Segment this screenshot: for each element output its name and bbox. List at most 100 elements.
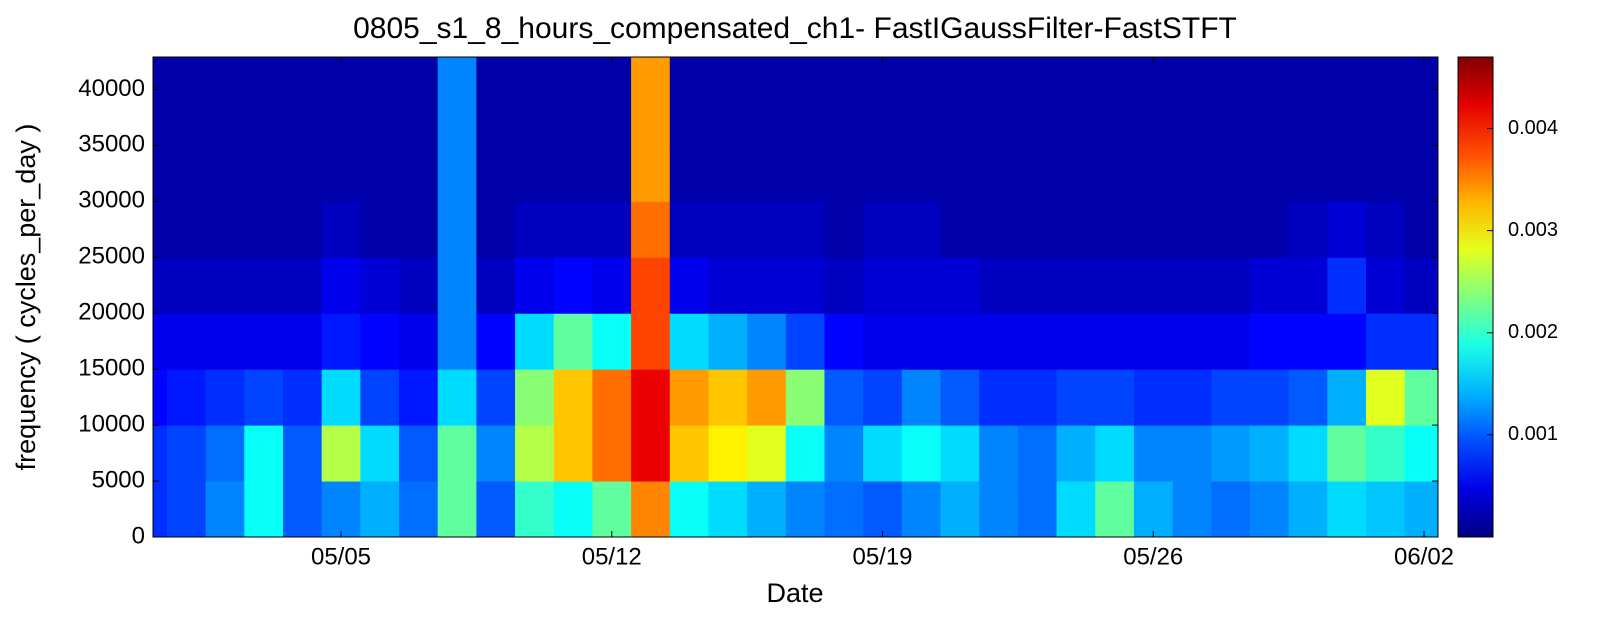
heatmap-cell bbox=[553, 425, 593, 482]
heatmap-cell bbox=[592, 201, 632, 258]
heatmap-cell bbox=[1017, 257, 1058, 314]
heatmap-cell bbox=[1211, 57, 1251, 90]
heatmap-cell bbox=[1172, 313, 1212, 370]
heatmap-cell bbox=[940, 57, 980, 90]
heatmap-cell bbox=[785, 257, 825, 314]
heatmap-cell bbox=[1017, 89, 1058, 146]
heatmap-cell bbox=[1249, 257, 1290, 314]
heatmap-cell bbox=[669, 57, 709, 90]
heatmap-cell bbox=[669, 201, 709, 258]
heatmap-cell bbox=[592, 257, 632, 314]
heatmap-cell bbox=[153, 89, 168, 146]
heatmap-cell bbox=[166, 369, 207, 426]
heatmap-cell bbox=[631, 481, 671, 537]
heatmap-cell bbox=[553, 257, 593, 314]
heatmap-cell bbox=[863, 369, 903, 426]
heatmap-cell bbox=[1017, 57, 1058, 90]
heatmap-cell bbox=[321, 145, 361, 202]
heatmap-cell bbox=[1133, 313, 1174, 370]
heatmap-cell bbox=[979, 481, 1019, 537]
heatmap-cell bbox=[166, 89, 207, 146]
heatmap-cell bbox=[979, 57, 1019, 90]
heatmap-cell bbox=[863, 313, 903, 370]
heatmap-cell bbox=[747, 481, 787, 537]
heatmap-cell bbox=[282, 313, 323, 370]
heatmap-cell bbox=[631, 201, 671, 258]
heatmap-cell bbox=[244, 57, 284, 90]
heatmap-cell bbox=[244, 481, 284, 537]
heatmap-cell bbox=[901, 481, 942, 537]
heatmap-cell bbox=[166, 481, 207, 537]
colorbar-tick-label: 0.004 bbox=[1508, 117, 1558, 139]
heatmap-cell bbox=[940, 369, 980, 426]
heatmap-cell bbox=[940, 425, 980, 482]
heatmap-cell bbox=[1365, 145, 1406, 202]
heatmap-cell bbox=[553, 201, 593, 258]
heatmap-cell bbox=[863, 425, 903, 482]
heatmap-cell bbox=[785, 369, 825, 426]
heatmap-cell bbox=[979, 257, 1019, 314]
heatmap-cell bbox=[824, 201, 864, 258]
heatmap-cell bbox=[669, 145, 709, 202]
heatmap-cell bbox=[166, 425, 207, 482]
heatmap-cell bbox=[1211, 369, 1251, 426]
heatmap-cell bbox=[360, 369, 400, 426]
heatmap-cell bbox=[282, 425, 323, 482]
heatmap-cell bbox=[824, 481, 864, 537]
heatmap-cell bbox=[205, 201, 245, 258]
heatmap-cell bbox=[1017, 481, 1058, 537]
heatmap-cell bbox=[321, 369, 361, 426]
heatmap-cell bbox=[1365, 369, 1406, 426]
heatmap-cell bbox=[437, 481, 477, 537]
heatmap-cell bbox=[1404, 201, 1438, 258]
heatmap-cell bbox=[205, 257, 245, 314]
heatmap-cell bbox=[515, 145, 555, 202]
heatmap-cell bbox=[476, 481, 516, 537]
heatmap-cell bbox=[1249, 201, 1290, 258]
heatmap-cell bbox=[979, 425, 1019, 482]
heatmap-cell bbox=[515, 313, 555, 370]
heatmap-cell bbox=[669, 369, 709, 426]
heatmap-cell bbox=[747, 201, 787, 258]
heatmap-cell bbox=[592, 481, 632, 537]
heatmap-cell bbox=[1133, 145, 1174, 202]
heatmap-cell bbox=[708, 313, 748, 370]
heatmap-cell bbox=[360, 313, 400, 370]
heatmap-cell bbox=[437, 145, 477, 202]
heatmap-cell bbox=[1288, 89, 1328, 146]
heatmap-cell bbox=[476, 89, 516, 146]
heatmap-cell bbox=[205, 425, 245, 482]
heatmap-cell bbox=[824, 369, 864, 426]
heatmap-cell bbox=[1133, 257, 1174, 314]
heatmap-cell bbox=[1017, 145, 1058, 202]
heatmap-cell bbox=[553, 481, 593, 537]
heatmap-cell bbox=[166, 313, 207, 370]
y-tick-label: 0 bbox=[132, 522, 145, 549]
heatmap-cell bbox=[437, 201, 477, 258]
heatmap-cell bbox=[1365, 313, 1406, 370]
heatmap-cell bbox=[360, 57, 400, 90]
heatmap-cell bbox=[901, 257, 942, 314]
heatmap-cell bbox=[244, 369, 284, 426]
heatmap-cell bbox=[1056, 89, 1096, 146]
heatmap-cell bbox=[863, 89, 903, 146]
heatmap-cell bbox=[1404, 89, 1438, 146]
heatmap-cell bbox=[785, 201, 825, 258]
heatmap-cell bbox=[1365, 481, 1406, 537]
heatmap-cell bbox=[979, 201, 1019, 258]
heatmap bbox=[153, 57, 1438, 537]
heatmap-cell bbox=[399, 369, 439, 426]
heatmap-cell bbox=[515, 425, 555, 482]
heatmap-cell bbox=[1327, 89, 1367, 146]
heatmap-cell bbox=[1288, 57, 1328, 90]
heatmap-cell bbox=[399, 313, 439, 370]
heatmap-cell bbox=[1095, 89, 1135, 146]
heatmap-cell bbox=[205, 313, 245, 370]
heatmap-cell bbox=[1056, 369, 1096, 426]
heatmap-cell bbox=[399, 201, 439, 258]
heatmap-cell bbox=[553, 369, 593, 426]
heatmap-cell bbox=[1404, 425, 1438, 482]
heatmap-cell bbox=[1404, 481, 1438, 537]
colorbar-tick-label: 0.001 bbox=[1508, 423, 1558, 445]
heatmap-cell bbox=[1172, 257, 1212, 314]
